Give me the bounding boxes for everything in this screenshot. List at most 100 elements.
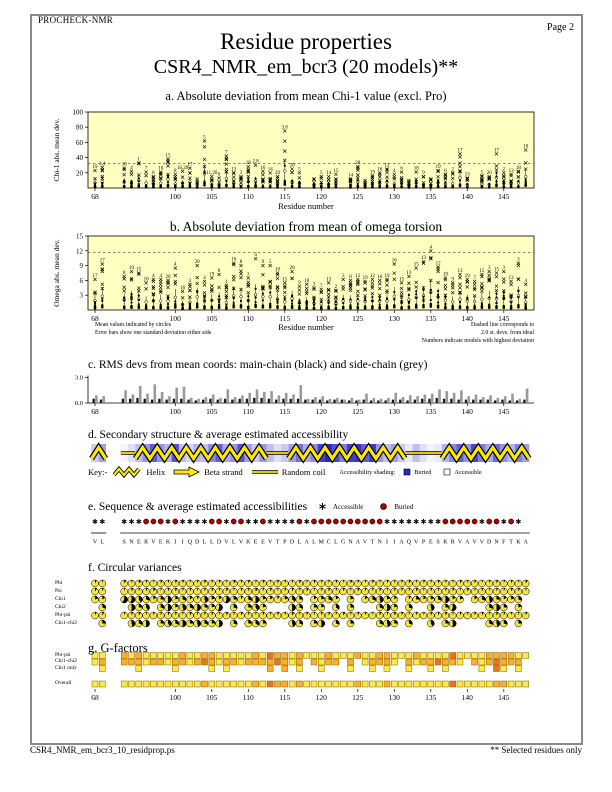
filename: CSR4_NMR_em_bcr3_10_residprop.ps <box>30 745 175 755</box>
f-row-label-psi: Psi <box>55 587 62 594</box>
svg-text:6: 6 <box>80 277 84 285</box>
panel-d-title: d. Secondary structure & average estimat… <box>88 429 349 441</box>
svg-text:15: 15 <box>414 263 420 268</box>
g-row-label-phi-psi: Phi-psi <box>55 651 71 658</box>
f-row-label-phi-psi: Phi-psi <box>55 611 71 618</box>
svg-text:19: 19 <box>209 272 215 277</box>
structure-name: CSR4_NMR_em_bcr3 (20 models)** <box>153 56 459 78</box>
svg-text:V: V <box>224 540 229 546</box>
svg-text:8: 8 <box>218 269 221 274</box>
panel-b-note-left: Mean values indicated by circles Error b… <box>95 322 211 338</box>
secondary-structure-ribbon <box>89 442 532 464</box>
svg-text:4: 4 <box>524 279 527 284</box>
beta-strand-key-label: Beta strand <box>204 467 243 477</box>
svg-text:19: 19 <box>465 274 471 279</box>
svg-text:S: S <box>436 540 439 546</box>
svg-text:105: 105 <box>206 314 218 323</box>
page-border <box>30 14 583 745</box>
svg-text:20: 20 <box>487 171 493 176</box>
svg-text:3,4: 3,4 <box>99 162 106 167</box>
circular-variance-grid <box>91 579 530 628</box>
svg-text:D: D <box>290 540 295 546</box>
svg-text:10: 10 <box>144 277 150 282</box>
buried-swatch-icon <box>403 468 411 476</box>
svg-text:N: N <box>348 540 353 546</box>
svg-text:3,6: 3,6 <box>282 126 289 131</box>
svg-text:11,20: 11,20 <box>206 171 218 176</box>
svg-text:I: I <box>386 540 388 546</box>
svg-text:19: 19 <box>363 276 369 281</box>
svg-text:4: 4 <box>254 253 257 258</box>
svg-text:4: 4 <box>152 274 155 279</box>
svg-text:0.0: 0.0 <box>75 400 83 407</box>
svg-text:4: 4 <box>393 169 396 174</box>
svg-text:20: 20 <box>290 164 296 169</box>
svg-text:V: V <box>414 540 419 546</box>
svg-text:40: 40 <box>76 154 84 162</box>
svg-text:15: 15 <box>333 169 339 174</box>
svg-text:15: 15 <box>282 277 288 282</box>
accessibility-legend: Accessible Buried <box>318 502 413 511</box>
svg-text:6: 6 <box>444 169 447 174</box>
svg-text:9: 9 <box>422 171 425 176</box>
svg-text:14: 14 <box>326 171 332 176</box>
svg-text:V: V <box>93 540 98 546</box>
svg-text:125: 125 <box>352 407 364 416</box>
rms-dev-bar-chart: 3.0 0.0 68 100 105 110 115 120 125 130 135 140 145 <box>75 375 534 416</box>
svg-text:Q: Q <box>407 540 412 546</box>
g-row-label-chi1-chi2: Chi1-chi2 <box>55 658 77 664</box>
svg-text:L: L <box>100 540 104 546</box>
svg-text:K: K <box>166 540 171 546</box>
panel-c-title: c. RMS devs from mean coords: main-chain… <box>88 359 428 371</box>
beta-strand-icon <box>173 466 201 478</box>
panel-b-title: b. Absolute deviation from mean of omega… <box>169 219 443 234</box>
svg-text:4: 4 <box>130 166 133 171</box>
svg-text:3: 3 <box>313 282 316 287</box>
svg-text:120: 120 <box>316 407 328 416</box>
panel-b-note-right: Dashed line corresponds to 2.0 st. devs.… <box>334 322 534 345</box>
svg-text:3: 3 <box>247 272 250 277</box>
svg-text:P: P <box>422 540 426 546</box>
helix-key-item: Helix <box>113 466 165 478</box>
note-mean-circles: Mean values indicated by circles <box>95 322 171 328</box>
gfactor-grid: 68 100 105 110 115 120 125 130 135 140 145 <box>91 652 529 702</box>
svg-text:K: K <box>246 540 251 546</box>
svg-text:4: 4 <box>174 263 177 268</box>
svg-text:19: 19 <box>436 165 442 170</box>
svg-text:19: 19 <box>370 170 376 175</box>
svg-text:100: 100 <box>170 314 182 323</box>
svg-text:L: L <box>210 540 214 546</box>
accessible-key-label: Accessible <box>454 468 482 476</box>
svg-text:13: 13 <box>231 167 237 172</box>
svg-text:8: 8 <box>123 271 126 276</box>
svg-text:120: 120 <box>316 192 328 201</box>
svg-text:13: 13 <box>458 269 464 274</box>
svg-text:130: 130 <box>389 192 401 201</box>
svg-text:12: 12 <box>436 262 442 267</box>
svg-text:K: K <box>516 540 521 546</box>
svg-text:100: 100 <box>73 109 84 117</box>
panel-f-title: f. Circular variances <box>88 562 182 574</box>
svg-text:3: 3 <box>517 258 520 263</box>
svg-text:E: E <box>261 540 265 546</box>
note-error-bars: Error bars show one standard deviation e… <box>95 329 212 336</box>
g-row-label-overall: Overall <box>55 680 72 686</box>
svg-text:115: 115 <box>279 192 290 201</box>
svg-text:10: 10 <box>158 167 164 172</box>
svg-text:3.0: 3.0 <box>75 375 83 382</box>
svg-text:3: 3 <box>342 274 345 279</box>
svg-text:17: 17 <box>100 259 106 264</box>
key-prefix: Key:- <box>88 467 108 477</box>
svg-text:2: 2 <box>451 167 454 172</box>
svg-text:12: 12 <box>355 274 361 279</box>
svg-text:120: 120 <box>316 314 328 323</box>
svg-text:K: K <box>443 540 448 546</box>
svg-text:3: 3 <box>240 171 243 176</box>
f-row-label-phi: Phi <box>55 579 63 586</box>
svg-text:L: L <box>298 540 302 546</box>
svg-text:68: 68 <box>91 407 99 416</box>
